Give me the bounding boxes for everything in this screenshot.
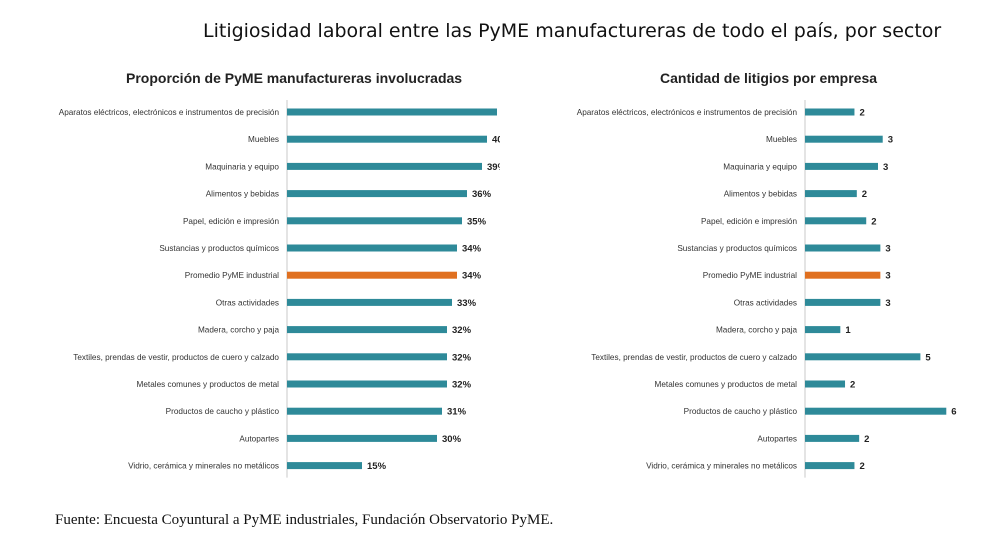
proporcion-category-label: Promedio PyME industrial <box>185 271 279 280</box>
litigios-value-label: 2 <box>862 189 867 200</box>
litigios-category-label: Madera, corcho y paja <box>716 326 797 335</box>
proporcion-value-label: 34% <box>462 244 482 255</box>
proporcion-bar <box>287 135 487 143</box>
proporcion-value-label: 32% <box>452 380 472 391</box>
litigios-category-label: Autopartes <box>757 434 797 443</box>
proporcion-bar <box>287 298 452 306</box>
litigios-bar <box>805 380 846 388</box>
proporcion-bar <box>287 326 447 334</box>
litigios-value-label: 3 <box>885 271 890 282</box>
litigios-category-label: Vidrio, cerámica y minerales no metálico… <box>646 462 797 471</box>
proporcion-category-label: Textiles, prendas de vestir, productos d… <box>73 353 279 362</box>
litigios-bar <box>805 135 883 143</box>
litigios-category-label: Textiles, prendas de vestir, productos d… <box>591 353 797 362</box>
litigios-category-label: Productos de caucho y plástico <box>684 407 798 416</box>
proporcion-value-label: 15% <box>367 461 387 472</box>
proporcion-value-label: 32% <box>452 352 472 363</box>
proporcion-value-label: 39% <box>487 162 500 173</box>
proporcion-value-label: 30% <box>442 434 462 445</box>
litigios-value-label: 5 <box>925 352 931 363</box>
proporcion-category-label: Sustancias y productos químicos <box>159 244 279 253</box>
chart-proporcion: Aparatos eléctricos, electrónicos e inst… <box>59 100 500 478</box>
litigios-bar <box>805 407 947 415</box>
proporcion-category-label: Vidrio, cerámica y minerales no metálico… <box>128 462 279 471</box>
proporcion-value-label: 36% <box>472 189 492 200</box>
proporcion-bar <box>287 162 482 170</box>
proporcion-value-label: 32% <box>452 325 472 336</box>
litigios-value-label: 1 <box>845 325 851 336</box>
proporcion-bar <box>287 190 467 198</box>
proporcion-bar <box>287 244 457 252</box>
proporcion-bar <box>287 217 462 225</box>
litigios-category-label: Papel, edición e impresión <box>701 217 797 226</box>
litigios-value-label: 6 <box>951 407 956 418</box>
litigios-value-label: 3 <box>885 298 890 309</box>
litigios-category-label: Promedio PyME industrial <box>703 271 797 280</box>
litigios-value-label: 2 <box>859 108 864 119</box>
proporcion-bar <box>287 380 447 388</box>
chart-title-litigios: Cantidad de litigios por empresa <box>660 70 878 86</box>
litigios-value-label: 2 <box>850 380 855 391</box>
proporcion-value-label: 31% <box>447 407 467 418</box>
proporcion-bar <box>287 271 457 279</box>
litigios-value-label: 3 <box>885 244 890 255</box>
proporcion-value-label: 40% <box>492 135 500 146</box>
proporcion-bar <box>287 407 442 415</box>
source-note: Fuente: Encuesta Coyuntural a PyME indus… <box>55 512 554 528</box>
litigios-value-label: 2 <box>871 216 876 227</box>
litigios-category-label: Muebles <box>766 135 797 144</box>
litigios-bar <box>805 434 860 442</box>
litigios-value-label: 3 <box>883 162 888 173</box>
chart-title-proporcion: Proporción de PyME manufactureras involu… <box>126 70 463 86</box>
proporcion-category-label: Aparatos eléctricos, electrónicos e inst… <box>59 108 280 117</box>
proporcion-category-label: Productos de caucho y plástico <box>166 407 280 416</box>
litigios-category-label: Aparatos eléctricos, electrónicos e inst… <box>577 108 798 117</box>
proporcion-category-label: Maquinaria y equipo <box>205 162 279 171</box>
litigios-bar <box>805 271 881 279</box>
litigios-bar <box>805 244 881 252</box>
litigios-category-label: Otras actividades <box>734 298 797 307</box>
proporcion-bar <box>287 434 437 442</box>
proporcion-value-label: 33% <box>457 298 477 309</box>
proporcion-value-label: 35% <box>467 216 487 227</box>
litigios-value-label: 2 <box>859 461 864 472</box>
proporcion-bar <box>287 108 497 116</box>
litigios-bar <box>805 108 855 116</box>
proporcion-category-label: Muebles <box>248 135 279 144</box>
chart-litigios: Aparatos eléctricos, electrónicos e inst… <box>577 100 957 478</box>
litigios-bar <box>805 326 841 334</box>
proporcion-bar <box>287 353 447 361</box>
litigios-category-label: Alimentos y bebidas <box>724 190 797 199</box>
proporcion-category-label: Papel, edición e impresión <box>183 217 279 226</box>
litigios-value-label: 3 <box>888 135 893 146</box>
litigios-category-label: Metales comunes y productos de metal <box>655 380 798 389</box>
proporcion-category-label: Metales comunes y productos de metal <box>137 380 280 389</box>
proporcion-bar <box>287 462 362 470</box>
litigios-value-label: 2 <box>864 434 869 445</box>
proporcion-category-label: Alimentos y bebidas <box>206 190 279 199</box>
proporcion-category-label: Otras actividades <box>216 298 279 307</box>
litigios-category-label: Maquinaria y equipo <box>723 162 797 171</box>
proporcion-category-label: Madera, corcho y paja <box>198 326 279 335</box>
litigios-bar <box>805 190 857 198</box>
litigios-bar <box>805 298 881 306</box>
litigios-category-label: Sustancias y productos químicos <box>677 244 797 253</box>
litigios-bar <box>805 353 921 361</box>
litigios-bar <box>805 162 878 170</box>
litigios-bar <box>805 462 855 470</box>
main-title: Litigiosidad laboral entre las PyME manu… <box>203 20 942 42</box>
proporcion-value-label: 34% <box>462 271 482 282</box>
proporcion-category-label: Autopartes <box>239 434 279 443</box>
litigios-bar <box>805 217 867 225</box>
